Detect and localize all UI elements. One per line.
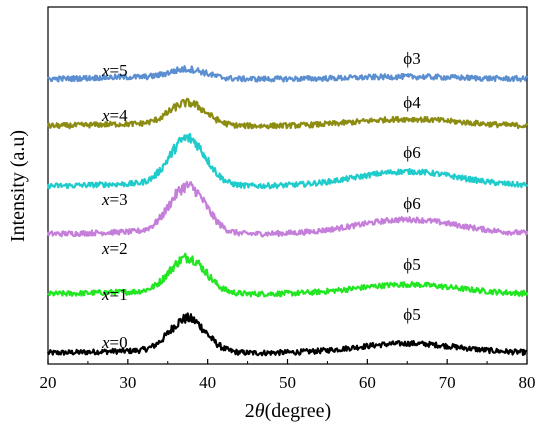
series-layer (46, 65, 529, 357)
x-tick-label: 40 (199, 373, 216, 392)
x-tick-label: 80 (519, 373, 536, 392)
series-line-x-1 (47, 252, 529, 298)
series-label: x=4 (101, 106, 128, 125)
series-label: x=3 (101, 190, 128, 209)
phase-label: ϕ5 (403, 255, 420, 274)
x-tick-label: 50 (279, 373, 296, 392)
series-line-x-5 (47, 65, 528, 83)
series-label: x=0 (101, 333, 128, 352)
phase-label: ϕ6 (403, 143, 420, 162)
series-line-x-4 (46, 97, 528, 130)
x-tick-label: 70 (439, 373, 456, 392)
x-axis-ticks: 20 30 40 50 60 70 80 (40, 359, 536, 392)
phase-label: ϕ5 (403, 305, 420, 324)
phase-label: ϕ3 (403, 49, 420, 68)
series-label: x=1 (101, 285, 128, 304)
series-label: x=5 (101, 61, 128, 80)
series-line-x-0 (46, 312, 528, 357)
y-axis-title: Intensity (a.u) (7, 130, 29, 242)
x-tick-label: 30 (119, 373, 136, 392)
phase-label: ϕ6 (403, 194, 420, 213)
x-axis-title: 2θ(degree) (245, 400, 331, 422)
series-line-x-3 (46, 133, 528, 190)
x-tick-label: 60 (359, 373, 376, 392)
series-line-x-2 (46, 180, 529, 238)
phase-label: ϕ4 (403, 93, 421, 112)
series-label: x=2 (101, 239, 128, 258)
label-layer: x=0 ϕ5 x=1 ϕ5 x=2 ϕ6 x=3 ϕ6 x=4 ϕ4 x=5 ϕ3 (101, 49, 421, 352)
x-tick-label: 20 (40, 373, 57, 392)
